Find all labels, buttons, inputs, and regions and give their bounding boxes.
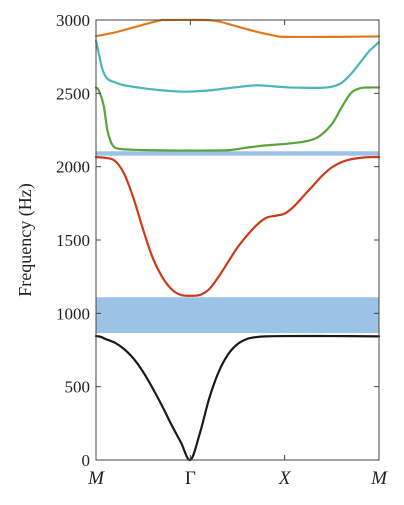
y-tick-label: 1500 — [56, 231, 90, 250]
tick-layer: 0 500 1000 1500 2000 2500 3000 M Γ X M — [56, 11, 388, 489]
series-layer — [94, 18, 381, 462]
x-tick-label: M — [87, 468, 105, 489]
bandgap-band — [96, 297, 379, 334]
series-line — [94, 86, 381, 152]
y-tick-label: 2000 — [56, 158, 90, 177]
y-tick-label: 0 — [82, 451, 91, 470]
y-axis-label: Frequency (Hz) — [15, 183, 36, 296]
series-line — [94, 18, 381, 39]
series-line — [94, 39, 381, 93]
x-tick-label: M — [370, 468, 388, 489]
bandgap-layer — [96, 151, 379, 334]
series-line — [94, 334, 381, 462]
bandgap-band — [96, 151, 379, 156]
y-tick-label: 3000 — [56, 11, 90, 30]
y-tick-label: 1000 — [56, 304, 90, 323]
x-tick-label: X — [278, 468, 292, 489]
series-line — [94, 155, 381, 297]
y-tick-label: 2500 — [56, 84, 90, 103]
x-tick-label: Γ — [185, 468, 196, 489]
y-tick-label: 500 — [65, 378, 91, 397]
